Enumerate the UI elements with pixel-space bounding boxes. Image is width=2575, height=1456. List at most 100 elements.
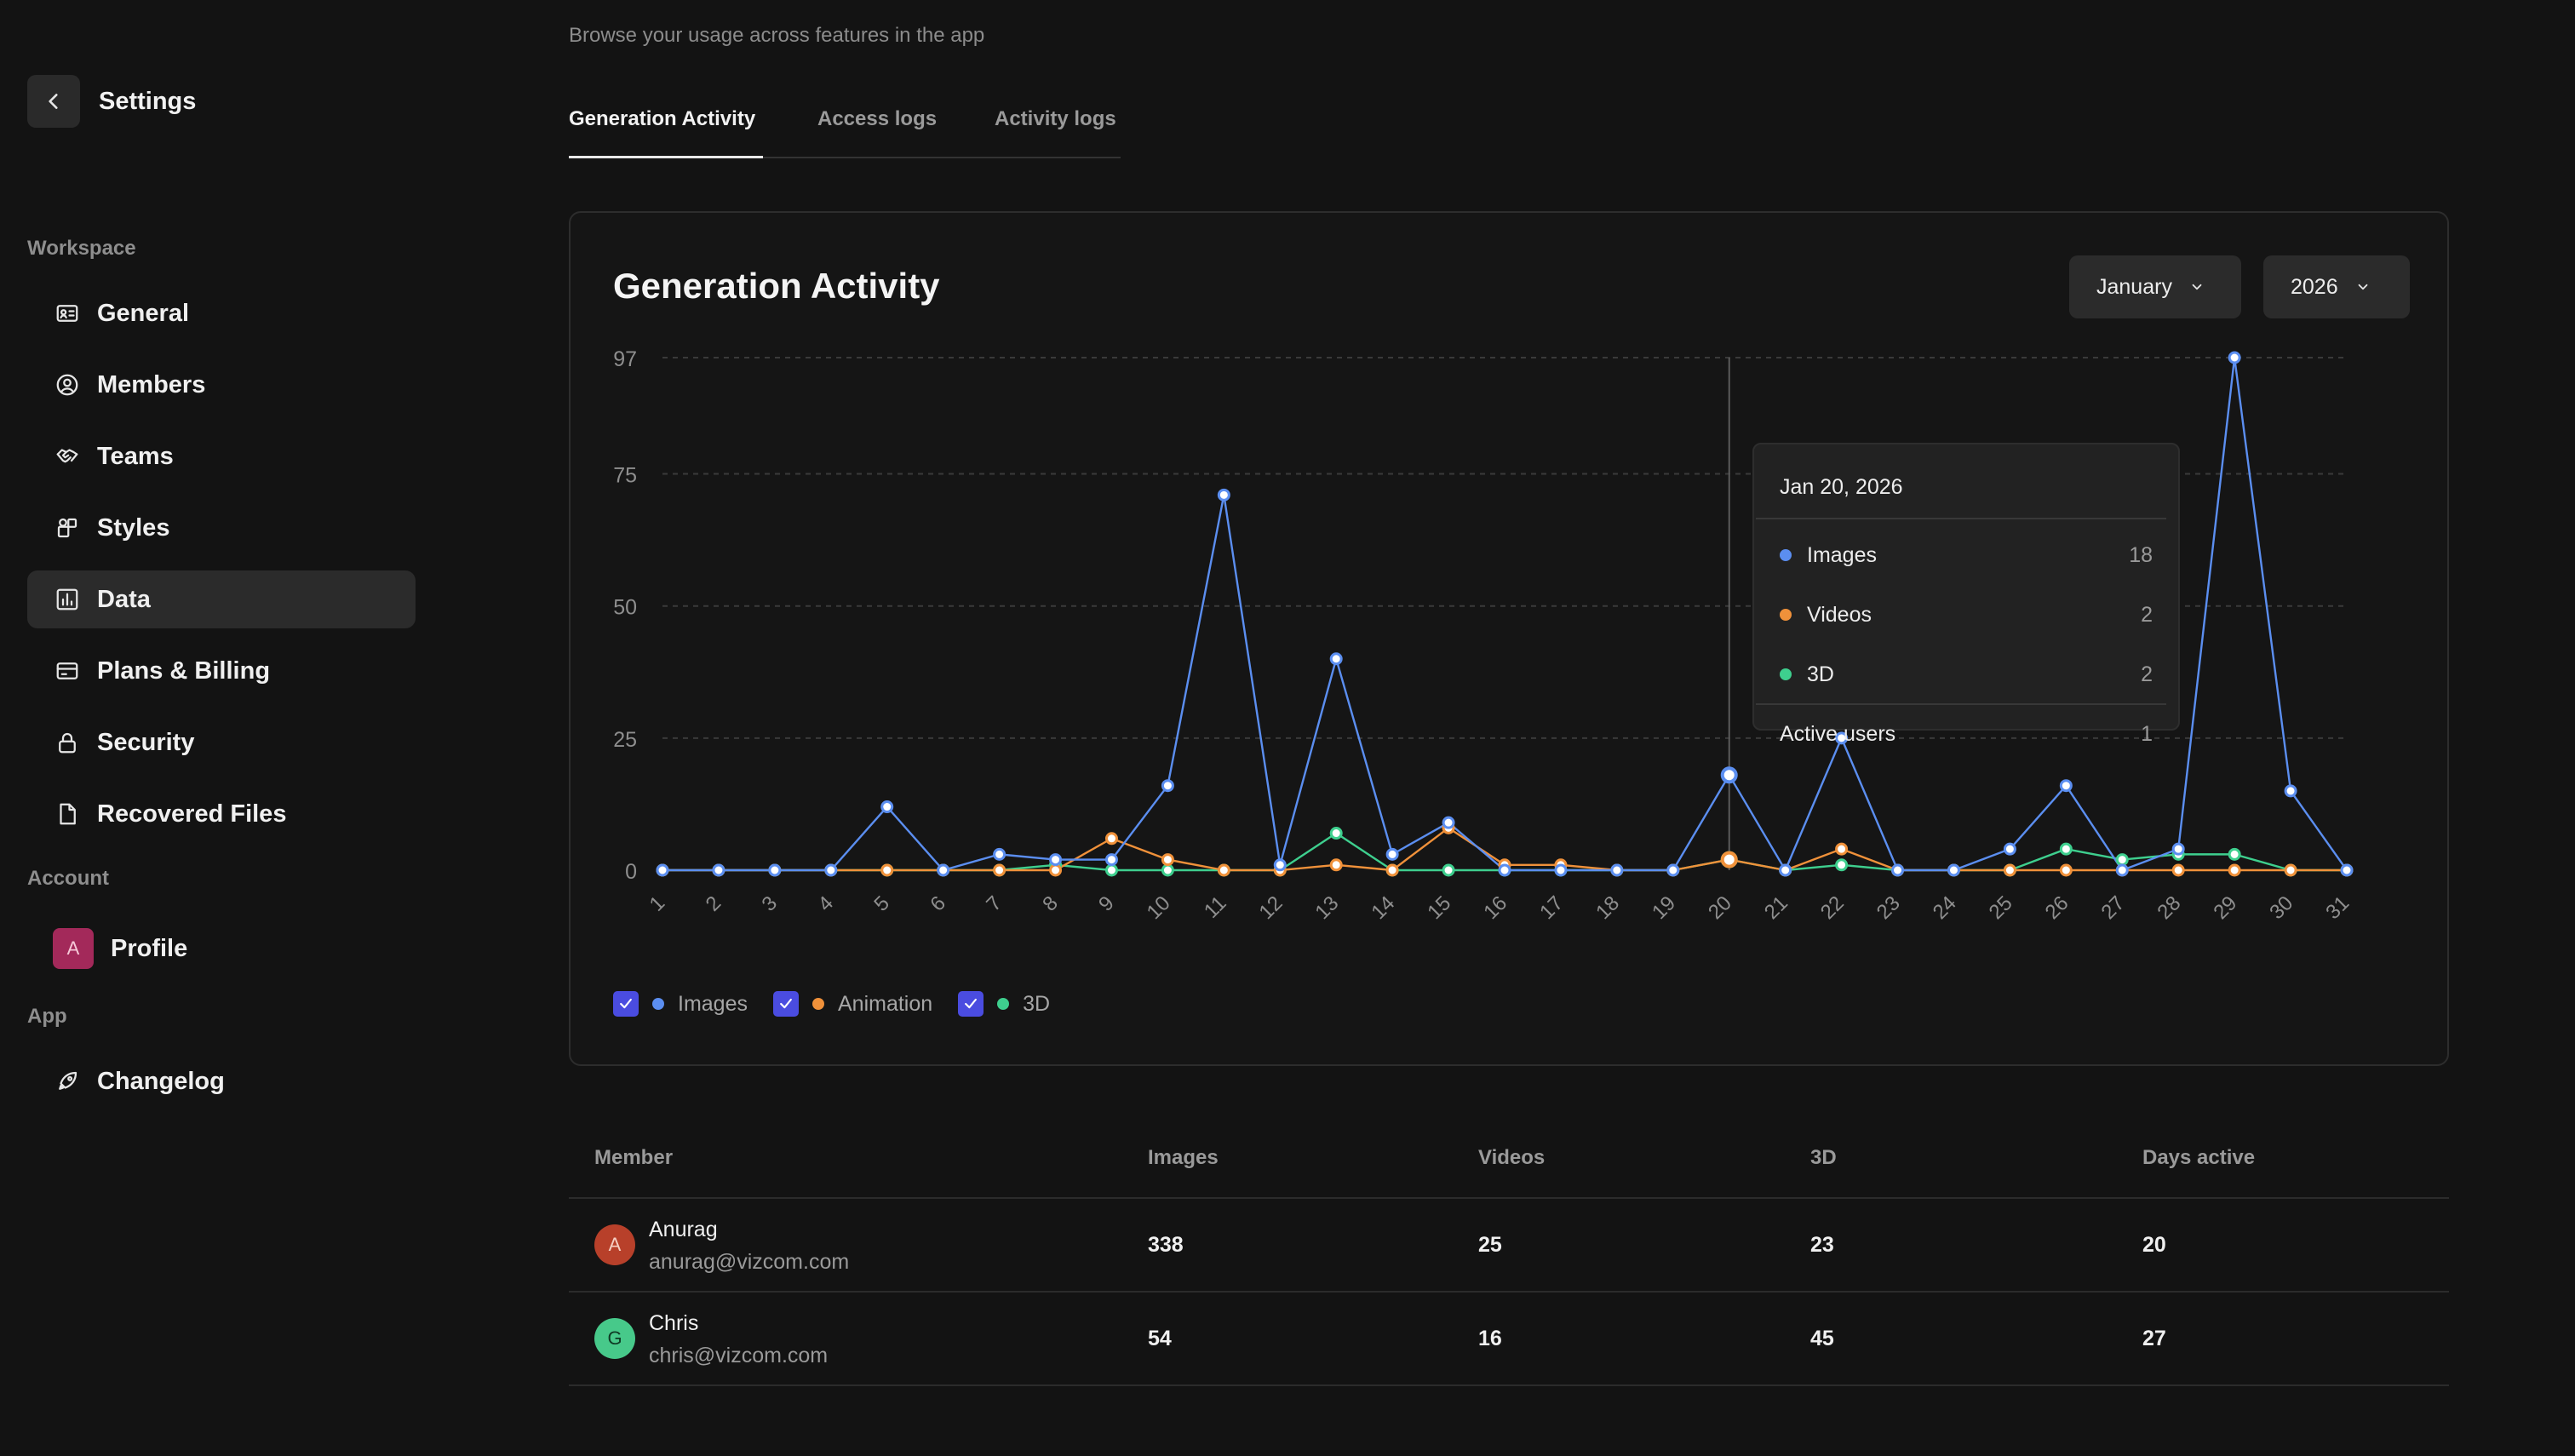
x-tick-label: 15 <box>1423 891 1455 924</box>
checkbox-checked-icon[interactable] <box>772 991 799 1017</box>
x-tick-label: 26 <box>2041 891 2073 924</box>
avatar: G <box>594 1318 635 1359</box>
tooltip-row-images: Images 18 <box>1780 538 2153 572</box>
data-point-images <box>824 863 838 877</box>
data-point-3d <box>1329 827 1343 840</box>
x-tick-label: 21 <box>1760 891 1792 924</box>
data-point-3d <box>1161 863 1174 877</box>
x-tick-label: 20 <box>1704 891 1736 924</box>
data-point-3d <box>2115 853 2129 867</box>
checkbox-checked-icon[interactable] <box>613 991 639 1017</box>
x-tick-label: 27 <box>2097 891 2130 924</box>
data-point-images <box>1720 766 1738 784</box>
sidebar-item-profile[interactable]: A Profile <box>27 920 416 977</box>
sidebar-item-label: Members <box>97 370 206 398</box>
data-point-images <box>880 800 894 814</box>
year-select[interactable]: 2026 <box>2263 255 2410 318</box>
sidebar-item-teams[interactable]: Teams <box>27 427 416 485</box>
data-point-3d <box>1442 863 1455 877</box>
sidebar-item-label: Plans & Billing <box>97 656 271 685</box>
member-name: Anurag <box>649 1218 718 1241</box>
data-point-images <box>2059 779 2073 793</box>
id-card-icon <box>54 301 80 326</box>
legend-label: Images <box>678 991 748 1016</box>
data-point-animation <box>2171 863 2185 877</box>
tooltip-divider <box>1756 518 2166 519</box>
month-select[interactable]: January <box>2069 255 2241 318</box>
x-tick-label: 18 <box>1591 891 1624 924</box>
data-point-animation <box>1049 863 1063 877</box>
legend-item-3d[interactable]: 3D <box>958 991 1050 1017</box>
data-point-images <box>2171 842 2185 856</box>
lock-icon <box>54 730 80 755</box>
x-tick-label: 5 <box>869 891 894 916</box>
tooltip-label: 3D <box>1807 662 1834 686</box>
table-row[interactable]: A Anurag anurag@vizcom.com 338 25 23 20 <box>569 1199 2449 1293</box>
legend-label: Animation <box>837 991 933 1016</box>
month-select-value: January <box>2096 274 2172 299</box>
sidebar-item-label: Profile <box>111 934 188 962</box>
days-active-count: 20 <box>2142 1233 2166 1257</box>
sidebar-item-data[interactable]: Data <box>27 570 416 628</box>
data-point-images <box>993 847 1006 861</box>
table-row[interactable]: G Chris chris@vizcom.com 54 16 45 27 <box>569 1293 2449 1386</box>
videos-dot-icon <box>1780 609 1792 621</box>
column-header-videos: Videos <box>1478 1146 1546 1169</box>
section-label-workspace: Workspace <box>27 237 136 260</box>
tooltip-label: Active users <box>1780 721 1896 746</box>
videos-count: 16 <box>1478 1327 1502 1350</box>
data-point-images <box>1947 863 1960 877</box>
data-point-images <box>1329 652 1343 666</box>
data-point-animation <box>1217 863 1230 877</box>
sidebar-item-label: Recovered Files <box>97 800 287 828</box>
tooltip-divider <box>1756 703 2166 705</box>
sidebar-item-label: Data <box>97 585 151 613</box>
x-tick-label: 1 <box>645 891 670 916</box>
x-tick-label: 2 <box>702 891 726 916</box>
tab-activity-logs[interactable]: Activity logs <box>995 107 1116 130</box>
data-point-images <box>1385 847 1399 861</box>
y-tick-label: 97 <box>613 347 637 371</box>
data-point-animation <box>1104 832 1118 846</box>
avatar: A <box>594 1224 635 1265</box>
sidebar-item-general[interactable]: General <box>27 284 416 342</box>
sidebar-item-plans-billing[interactable]: Plans & Billing <box>27 642 416 700</box>
sidebar-item-changelog[interactable]: Changelog <box>27 1052 416 1110</box>
legend-item-animation[interactable]: Animation <box>772 991 933 1017</box>
videos-count: 25 <box>1478 1233 1502 1257</box>
y-tick-label: 25 <box>613 728 637 752</box>
legend-item-images[interactable]: Images <box>613 991 748 1017</box>
tooltip-value: 2 <box>2141 602 2153 627</box>
card-title: Generation Activity <box>613 266 940 306</box>
section-label-account: Account <box>27 867 109 890</box>
member-email: anurag@vizcom.com <box>649 1250 850 1274</box>
data-point-images <box>1049 853 1063 867</box>
tab-access-logs[interactable]: Access logs <box>817 107 938 130</box>
x-tick-label: 30 <box>2265 891 2297 924</box>
credit-card-icon <box>54 658 80 684</box>
sidebar: Settings Workspace General Members Teams… <box>0 0 451 1456</box>
data-point-images <box>1666 863 1680 877</box>
sidebar-item-security[interactable]: Security <box>27 714 416 771</box>
sidebar-item-styles[interactable]: Styles <box>27 499 416 557</box>
x-tick-label: 13 <box>1310 891 1343 924</box>
sidebar-item-recovered-files[interactable]: Recovered Files <box>27 785 416 843</box>
3d-dot-icon <box>997 998 1010 1010</box>
x-tick-label: 7 <box>982 891 1006 916</box>
data-point-animation <box>2284 863 2297 877</box>
x-tick-label: 3 <box>758 891 783 916</box>
data-point-images <box>1779 863 1792 877</box>
data-point-animation <box>1161 853 1174 867</box>
tab-generation-activity[interactable]: Generation Activity <box>569 107 763 158</box>
checkbox-checked-icon[interactable] <box>958 991 984 1017</box>
members-usage-table: Member Images Videos 3D Days active A An… <box>569 1132 2449 1386</box>
tooltip-label: Videos <box>1807 602 1872 627</box>
x-tick-label: 29 <box>2209 891 2241 924</box>
data-point-animation <box>880 863 894 877</box>
back-button[interactable] <box>27 75 80 128</box>
data-point-images <box>2115 863 2129 877</box>
x-tick-label: 23 <box>1872 891 1905 924</box>
rocket-icon <box>54 1069 80 1094</box>
sidebar-item-members[interactable]: Members <box>27 356 416 414</box>
